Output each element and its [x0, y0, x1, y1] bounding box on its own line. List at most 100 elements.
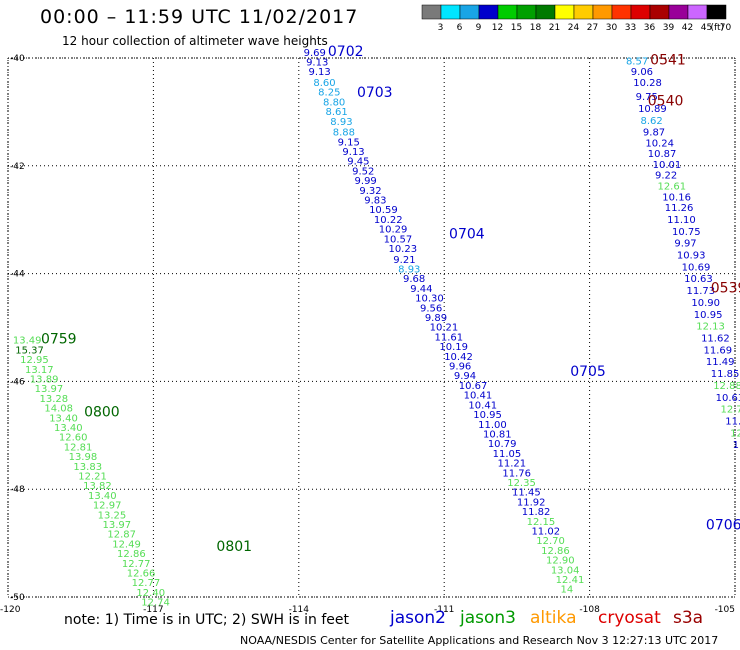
x-tick-label: -111 — [434, 605, 454, 615]
legend-swatch — [478, 4, 499, 20]
pass-time-label: 0702 — [328, 44, 364, 60]
data-label: 11.10 — [667, 215, 696, 226]
data-label: 10.22 — [374, 215, 403, 226]
data-label: 10.01 — [653, 160, 682, 171]
data-label: 12.15 — [527, 517, 556, 528]
data-label: 8.93 — [398, 265, 420, 276]
data-label: 11.00 — [478, 420, 507, 431]
data-label: 13.83 — [73, 462, 102, 473]
data-label: 13.97 — [103, 520, 132, 531]
data-label: 9.15 — [338, 137, 360, 148]
data-label: 12.66 — [127, 569, 156, 580]
y-tick-label: -46 — [10, 377, 25, 387]
legend-swatch — [459, 4, 480, 20]
data-label: 10.57 — [384, 234, 413, 245]
data-label: 10.95 — [694, 310, 723, 321]
data-label: 11.76 — [502, 468, 531, 479]
legend-tick-label: 42 — [682, 23, 693, 33]
data-label: 12.21 — [78, 471, 107, 482]
data-label: 11.61 — [435, 332, 464, 343]
data-label: 11.26 — [665, 203, 694, 214]
legend-tick-label: 30 — [606, 23, 618, 33]
data-label: 12.77 — [132, 578, 161, 589]
x-tick-label: -105 — [715, 605, 735, 615]
data-label: 9.97 — [674, 239, 696, 250]
data-label: 13.98 — [69, 452, 98, 463]
data-label: 13.40 — [88, 491, 117, 502]
data-label: 10.79 — [488, 439, 517, 450]
data-label: 9.13 — [342, 147, 364, 158]
data-label: 10.21 — [430, 323, 459, 334]
data-label: 12.61 — [657, 182, 686, 193]
data-label: 12.70 — [536, 536, 565, 547]
data-label: 11.85 — [711, 369, 740, 380]
data-label: 12 — [730, 428, 740, 439]
pass-time-label: 0759 — [41, 332, 77, 348]
satellite-legend-s3a: s3a — [673, 608, 704, 628]
data-label: 9.56 — [420, 303, 442, 314]
data-label: 12.60 — [59, 433, 88, 444]
data-label: 9.45 — [347, 157, 369, 168]
pass-time-label: 0801 — [216, 539, 252, 555]
data-label: 8.25 — [318, 88, 340, 99]
data-label: 12.49 — [112, 539, 141, 550]
data-label: 12.81 — [64, 442, 93, 453]
legend-tick-label: 36 — [644, 23, 656, 33]
data-label: 10.69 — [682, 262, 711, 273]
footer-note: note: 1) Time is in UTC; 2) SWH is in fe… — [64, 612, 350, 628]
data-label: 9.52 — [352, 166, 374, 177]
pass-time-label: 0705 — [570, 364, 606, 380]
legend-swatch — [497, 4, 518, 20]
data-label: 10.30 — [415, 294, 444, 305]
legend-unit: (ft) — [710, 23, 724, 33]
x-tick-label: -114 — [289, 605, 310, 615]
legend-tick-label: 21 — [549, 23, 560, 33]
data-label: 9.89 — [425, 313, 447, 324]
legend-tick-label: 15 — [511, 23, 522, 33]
legend-tick-label: 45 — [701, 23, 712, 33]
data-label: 11.92 — [517, 497, 546, 508]
data-label: 11.82 — [522, 507, 551, 518]
legend-tick-label: 70 — [720, 23, 732, 33]
data-label: 9.06 — [631, 67, 653, 78]
legend-tick-label: 3 — [438, 23, 444, 33]
legend-swatch — [421, 4, 442, 20]
data-label: 12.74 — [141, 598, 170, 609]
legend-swatch — [573, 4, 594, 20]
x-tick-label: -117 — [143, 605, 163, 615]
data-label: 9.21 — [393, 255, 415, 266]
legend-tick-label: 18 — [530, 23, 542, 33]
data-label: 9.13 — [308, 67, 330, 78]
pass-time-label: 0704 — [449, 227, 485, 243]
pass-time-label: 0541 — [650, 52, 686, 68]
data-label: 12.40 — [136, 588, 165, 599]
x-tick-label: -120 — [0, 605, 21, 615]
data-label: 10.42 — [444, 352, 473, 363]
data-label: 8.57 — [626, 56, 648, 67]
data-label: 12.86 — [541, 546, 570, 557]
chart-title: 00:00 – 11:59 UTC 11/02/2017 — [40, 6, 359, 28]
data-label: 9.96 — [449, 362, 471, 373]
legend-swatch — [687, 4, 708, 20]
legend-tick-label: 27 — [587, 23, 598, 33]
data-label: 10.59 — [369, 205, 398, 216]
data-label: 13.82 — [83, 481, 112, 492]
data-label: 14.08 — [44, 404, 73, 415]
data-label: 12.95 — [20, 355, 49, 366]
data-label: 10.67 — [459, 381, 488, 392]
legend-swatch — [516, 4, 537, 20]
data-label: 13.28 — [40, 394, 69, 405]
legend-swatch — [649, 4, 670, 20]
data-label: 11.02 — [531, 526, 560, 537]
legend-swatch — [630, 4, 651, 20]
data-label: 12.41 — [556, 575, 585, 586]
data-label: 9.13 — [306, 58, 328, 69]
data-label: 11.49 — [706, 357, 735, 368]
y-tick-label: -48 — [10, 485, 25, 495]
legend-swatch — [706, 4, 727, 20]
pass-time-label: 0540 — [648, 93, 684, 109]
satellite-legend-altika: altika — [530, 608, 577, 628]
legend-tick-label: 24 — [568, 23, 580, 33]
data-label: 10.29 — [379, 225, 408, 236]
data-label: 11.05 — [493, 449, 522, 460]
